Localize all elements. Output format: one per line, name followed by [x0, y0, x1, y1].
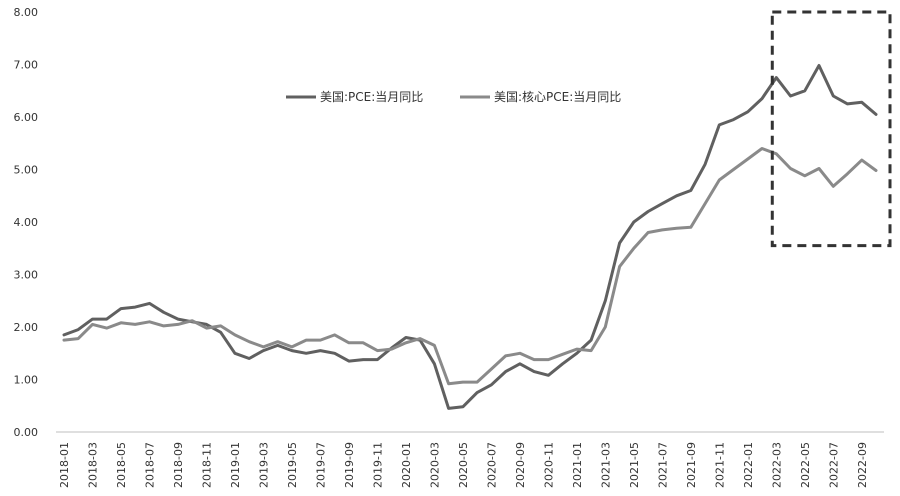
x-tick-label: 2019-07 [314, 442, 327, 488]
x-tick-label: 2022-01 [742, 442, 755, 488]
x-tick-label: 2018-11 [200, 442, 213, 488]
x-tick-label: 2019-09 [343, 442, 356, 488]
series-line-1 [62, 64, 878, 410]
x-tick-label: 2021-03 [599, 442, 612, 488]
y-tick-label: 3.00 [14, 269, 39, 282]
x-tick-label: 2021-07 [656, 442, 669, 488]
y-tick-label: 7.00 [14, 59, 39, 72]
x-tick-label: 2019-05 [286, 442, 299, 488]
x-tick-label: 2021-09 [685, 442, 698, 488]
x-tick-label: 2019-03 [257, 442, 270, 488]
series-line-2 [62, 147, 878, 386]
x-tick-label: 2018-05 [115, 442, 128, 488]
x-tick-label: 2022-09 [856, 442, 869, 488]
x-tick-label: 2018-07 [143, 442, 156, 488]
x-tick-label: 2018-01 [58, 442, 71, 488]
x-tick-label: 2022-05 [799, 442, 812, 488]
legend: 美国:PCE:当月同比 美国:核心PCE:当月同比 [286, 90, 621, 104]
x-tick-label: 2020-07 [485, 442, 498, 488]
x-tick-label: 2022-03 [770, 442, 783, 488]
x-tick-label: 2019-01 [229, 442, 242, 488]
highlight-annotation [770, 10, 892, 248]
x-tick-label: 2021-01 [571, 442, 584, 488]
legend-label-2: 美国:核心PCE:当月同比 [494, 90, 621, 104]
x-tick-label: 2020-01 [400, 442, 413, 488]
x-tick-label: 2021-05 [628, 442, 641, 488]
x-tick-label: 2021-11 [713, 442, 726, 488]
x-tick-label: 2022-07 [827, 442, 840, 488]
y-tick-label: 8.00 [14, 6, 39, 19]
dashed-highlight-box [770, 10, 892, 248]
y-tick-label: 1.00 [14, 374, 39, 387]
x-tick-label: 2020-09 [514, 442, 527, 488]
y-tick-label: 2.00 [14, 321, 39, 334]
y-tick-label: 0.00 [14, 426, 39, 439]
y-tick-label: 4.00 [14, 216, 39, 229]
legend-label-1: 美国:PCE:当月同比 [320, 90, 423, 104]
x-axis: 2018-01 2018-03 2018-05 2018-07 2018-09 2018-… [56, 431, 884, 488]
x-tick-label: 2020-11 [542, 442, 555, 488]
y-tick-label: 5.00 [14, 164, 39, 177]
x-tick-label: 2020-05 [457, 442, 470, 488]
x-tick-label: 2018-09 [172, 442, 185, 488]
series-lines [62, 64, 878, 410]
y-axis: 0.00 1.00 2.00 3.00 4.00 5.00 6.00 7.00 8.00 [14, 6, 39, 439]
x-tick-label: 2019-11 [371, 442, 384, 488]
y-tick-label: 6.00 [14, 111, 39, 124]
x-tick-label: 2020-03 [428, 442, 441, 488]
x-tick-label: 2018-03 [86, 442, 99, 488]
